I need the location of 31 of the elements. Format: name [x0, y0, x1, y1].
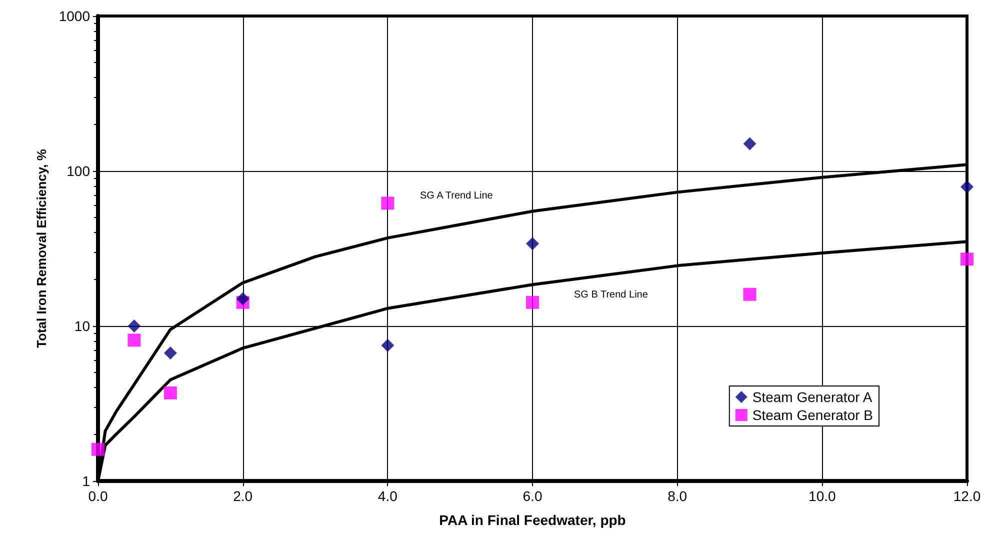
point	[381, 196, 394, 210]
point	[236, 292, 250, 306]
point	[743, 288, 756, 301]
point	[960, 180, 974, 194]
point	[164, 386, 177, 400]
point	[164, 346, 177, 360]
x-tick-label: 8.0	[668, 488, 688, 504]
x-tick-label: 12.0	[953, 488, 981, 504]
annotation: SG B Trend Line	[574, 290, 648, 300]
point	[128, 334, 141, 347]
legend-label: Steam Generator B	[752, 407, 874, 423]
point	[526, 237, 539, 250]
legend-label: Steam Generator A	[752, 389, 873, 405]
y-tick-label: 100	[66, 163, 90, 179]
x-tick-label: 4.0	[378, 488, 398, 504]
x-tick-label: 0.0	[88, 488, 108, 504]
x-tick-label: 10.0	[808, 488, 836, 504]
point	[381, 338, 394, 352]
annotation: SG A Trend Line	[420, 190, 494, 202]
y-tick-label: 1	[82, 473, 90, 489]
x-axis-title: PAA in Final Feedwater, ppb	[439, 512, 626, 528]
y-tick-label: 1000	[58, 8, 90, 24]
y-tick-label: 10	[74, 318, 90, 334]
point	[128, 320, 141, 332]
point	[743, 137, 756, 150]
point	[526, 296, 539, 309]
point	[92, 442, 104, 456]
x-tick-label: 2.0	[233, 488, 253, 504]
x-tick-label: 6.0	[522, 488, 542, 504]
point	[960, 252, 974, 266]
y-axis-title: Total Iron Removal Efficiency, %	[34, 148, 49, 348]
